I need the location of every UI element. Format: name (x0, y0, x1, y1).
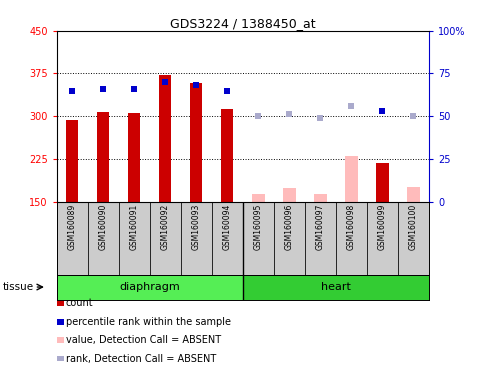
Bar (57, 202, 88, 275)
Text: tissue: tissue (2, 282, 34, 292)
Text: value, Detection Call = ABSENT: value, Detection Call = ABSENT (66, 335, 221, 345)
Text: GSM160090: GSM160090 (99, 204, 108, 250)
Bar (283, 188, 295, 202)
Bar (243, 275, 429, 300)
Text: rank, Detection Call = ABSENT: rank, Detection Call = ABSENT (66, 354, 216, 364)
Bar (314, 194, 326, 202)
Text: GSM160093: GSM160093 (192, 204, 201, 250)
Text: GSM160094: GSM160094 (223, 204, 232, 250)
Text: diaphragm: diaphragm (119, 282, 180, 292)
Text: GSM160099: GSM160099 (378, 204, 387, 250)
Bar (97, 112, 109, 202)
Bar (190, 83, 203, 202)
Bar (243, 202, 274, 275)
Text: GSM160091: GSM160091 (130, 204, 139, 250)
Text: percentile rank within the sample: percentile rank within the sample (66, 317, 231, 327)
Bar (88, 202, 119, 275)
Text: heart: heart (321, 282, 351, 292)
Bar (398, 202, 429, 275)
Bar (305, 202, 336, 275)
Bar (119, 202, 150, 275)
Bar (181, 202, 212, 275)
Bar (159, 74, 172, 202)
Bar (150, 202, 181, 275)
Bar (407, 187, 420, 202)
Text: GSM160092: GSM160092 (161, 204, 170, 250)
Bar (212, 202, 243, 275)
Bar (252, 194, 265, 202)
Text: GSM160089: GSM160089 (68, 204, 77, 250)
Bar (66, 120, 78, 202)
Text: GSM160095: GSM160095 (254, 204, 263, 250)
Bar (336, 202, 367, 275)
Text: GSM160100: GSM160100 (409, 204, 418, 250)
Text: count: count (66, 298, 93, 308)
Text: GSM160096: GSM160096 (285, 204, 294, 250)
Text: GSM160097: GSM160097 (316, 204, 325, 250)
Bar (345, 156, 357, 202)
Bar (57, 275, 243, 300)
Bar (274, 202, 305, 275)
Bar (367, 202, 398, 275)
Text: GSM160098: GSM160098 (347, 204, 356, 250)
Title: GDS3224 / 1388450_at: GDS3224 / 1388450_at (170, 17, 316, 30)
Bar (221, 109, 234, 202)
Bar (376, 163, 388, 202)
Bar (128, 113, 141, 202)
